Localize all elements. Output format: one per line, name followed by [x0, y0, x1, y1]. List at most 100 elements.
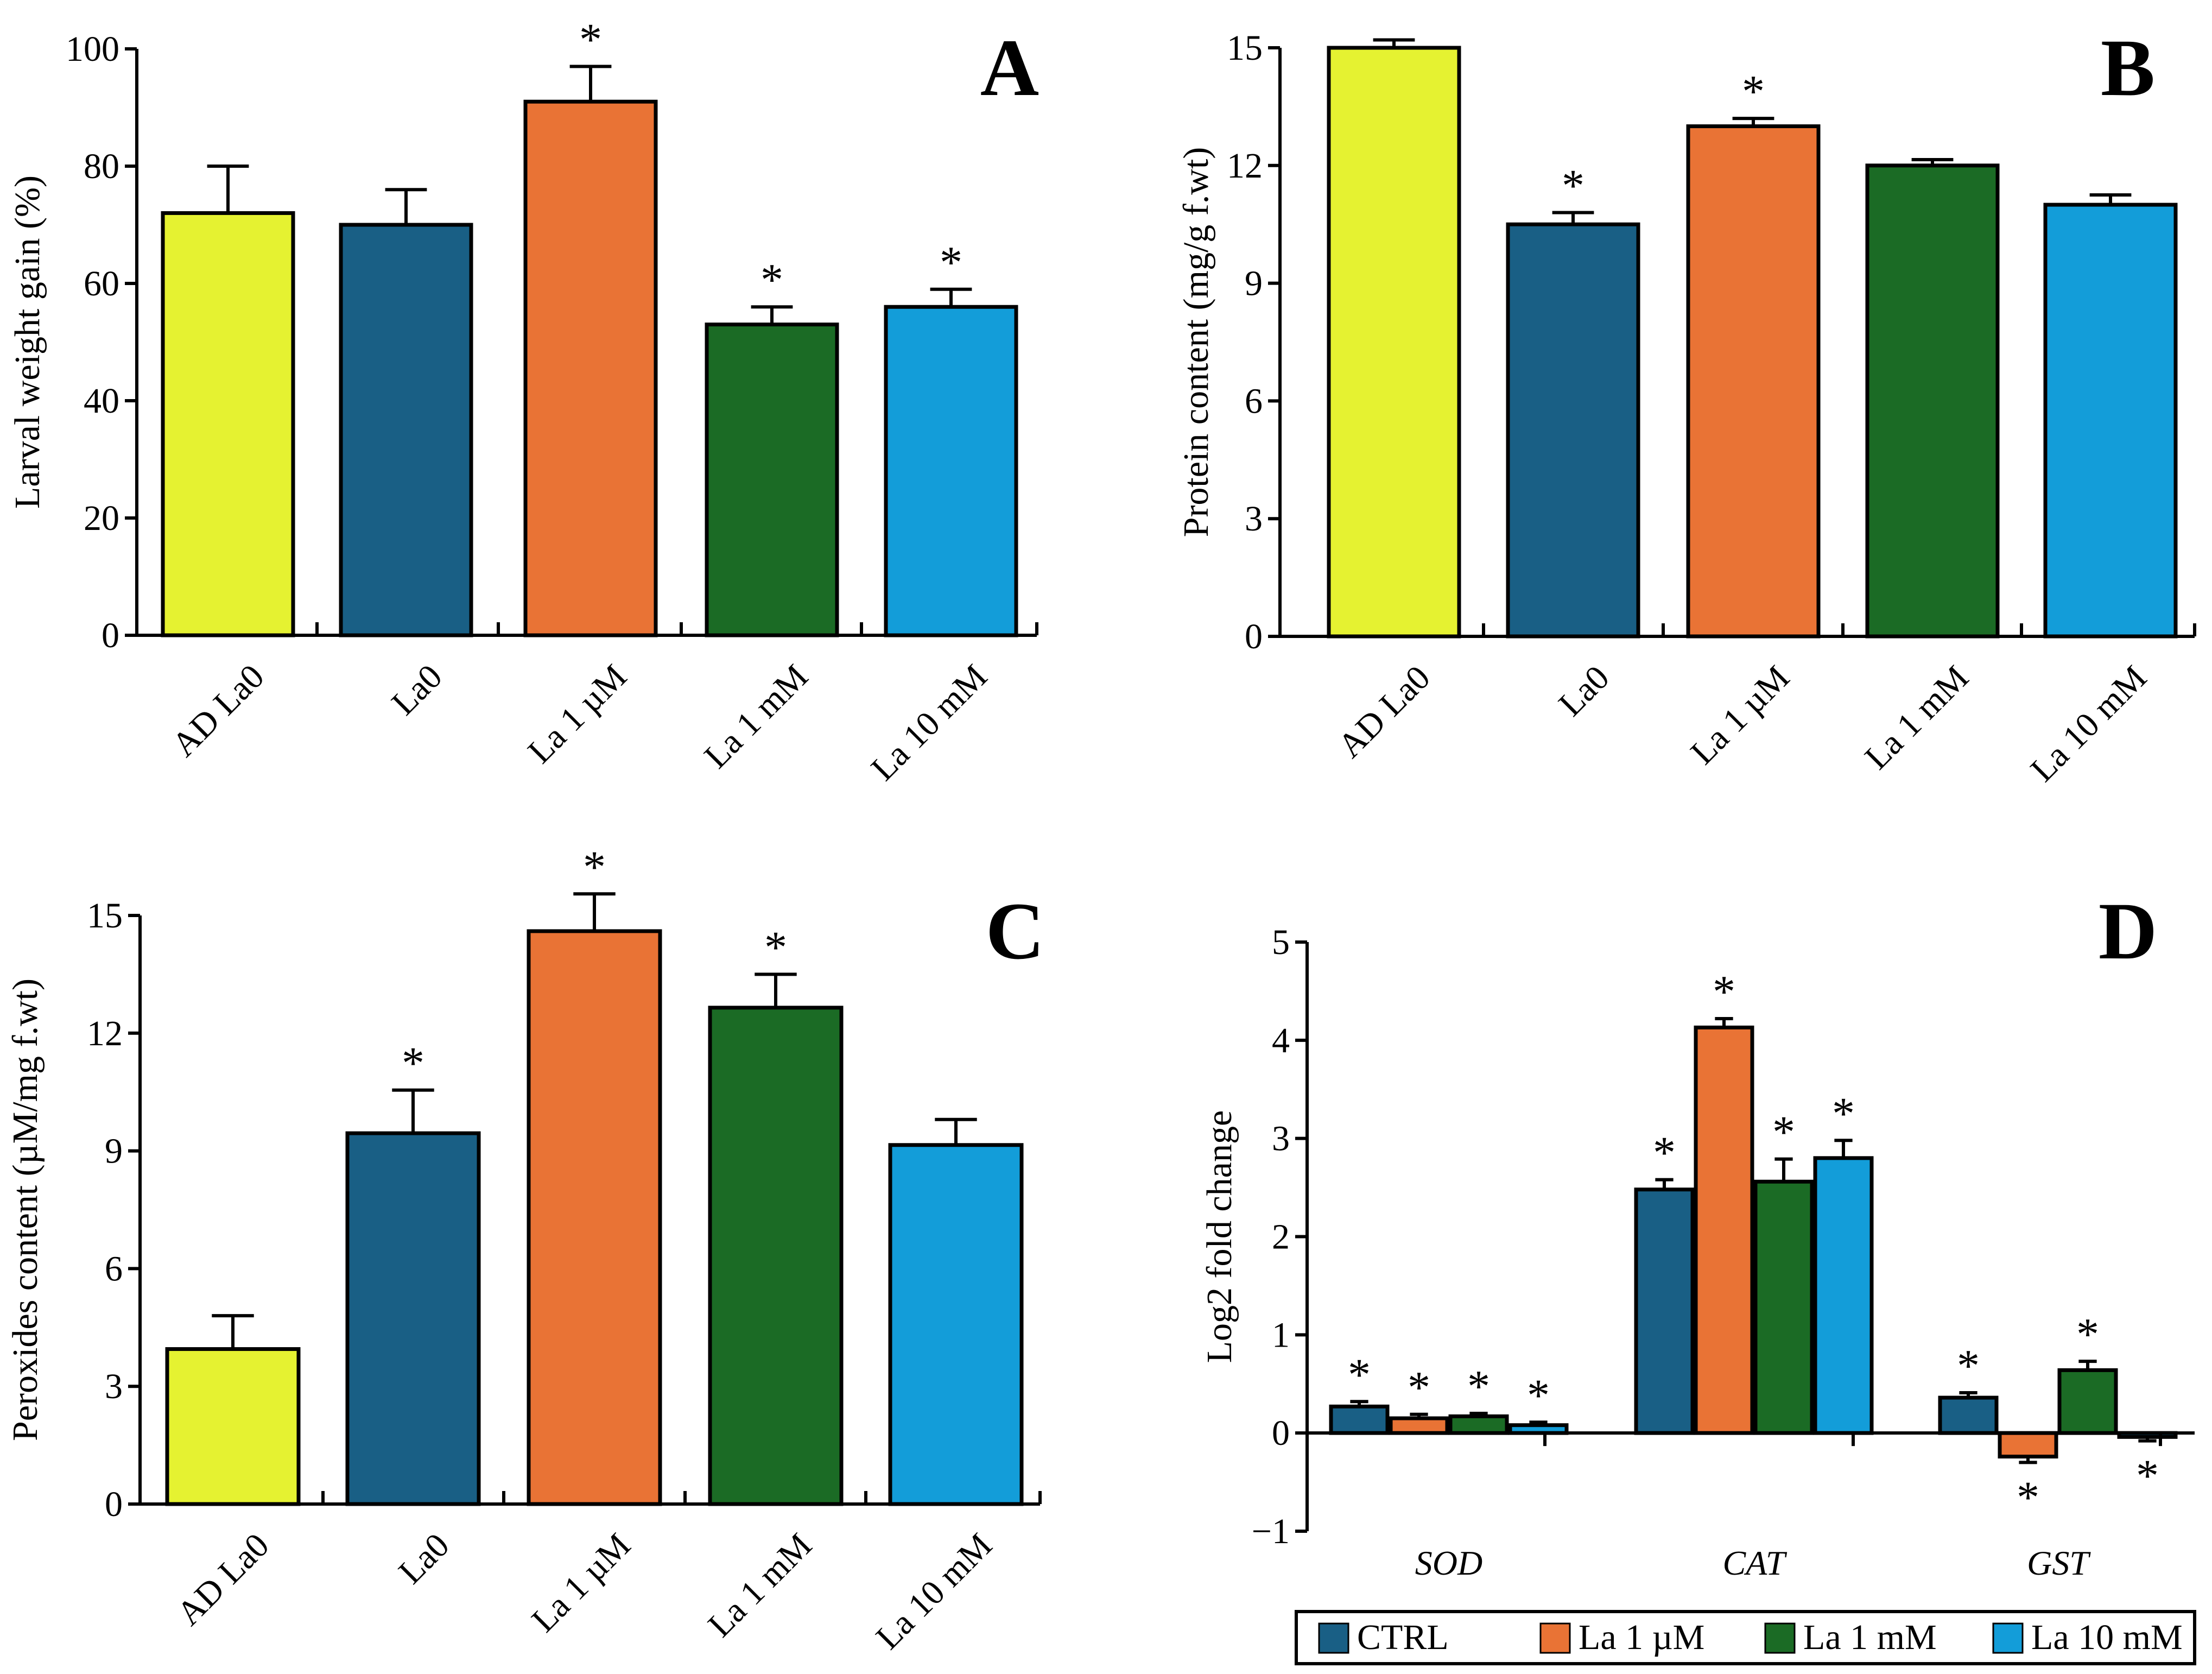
y-tick-label: 9	[1245, 264, 1263, 304]
bar	[1329, 1404, 1390, 1435]
y-tick-label: 80	[84, 147, 119, 186]
bar	[884, 305, 1018, 637]
significance-star: *	[579, 14, 602, 65]
y-tick-label: 12	[87, 1014, 123, 1053]
significance-star: *	[1742, 66, 1765, 117]
significance-star: *	[1562, 161, 1584, 211]
y-tick-label: 5	[1272, 923, 1290, 962]
y-tick-label: 15	[1227, 28, 1263, 68]
significance-star: *	[1772, 1107, 1795, 1158]
y-tick-label: 3	[105, 1367, 123, 1406]
bar	[523, 99, 658, 637]
legend-label: La 10 mM	[2031, 1618, 2183, 1657]
significance-star: *	[940, 237, 962, 288]
y-tick-label: 40	[84, 381, 119, 421]
significance-star: *	[2076, 1309, 2099, 1360]
significance-star: *	[2017, 1472, 2039, 1523]
y-axis-label: Peroxides content (µM/mg f.wt)	[5, 978, 45, 1441]
bar	[1938, 1395, 1999, 1435]
y-tick-label: 0	[1245, 617, 1263, 656]
category-label: CAT	[1723, 1544, 1788, 1582]
bar	[708, 1006, 844, 1506]
bar	[1389, 1416, 1449, 1435]
significance-star: *	[1832, 1088, 1855, 1139]
chart-panel-d: −1 0 1 2 3 4 5 Log2 fold change D * * * * SOD * * * * CAT *…	[1200, 886, 2196, 1665]
category-label: La 1 µM	[520, 657, 634, 771]
y-tick-label: 15	[87, 896, 123, 936]
bar	[888, 1143, 1024, 1506]
legend-swatch	[1318, 1622, 1349, 1654]
bar	[2043, 203, 2178, 639]
significance-star: *	[1653, 1128, 1676, 1178]
bar	[1448, 1414, 1509, 1435]
panel-letter: C	[986, 886, 1044, 976]
category-label: La 1 µM	[524, 1526, 638, 1640]
y-tick-label: 1	[1272, 1315, 1290, 1355]
y-tick-label: 3	[1245, 499, 1263, 539]
category-label: La 10 mM	[2023, 658, 2154, 789]
bar	[1998, 1431, 2058, 1459]
significance-star: *	[760, 255, 783, 305]
bar	[339, 223, 473, 637]
category-label: La 1 mM	[700, 1526, 819, 1645]
category-label: La 1 µM	[1683, 658, 1797, 772]
bar	[1865, 163, 2000, 639]
bar	[705, 323, 839, 637]
bar	[345, 1131, 481, 1506]
bar	[1327, 46, 1461, 639]
y-tick-label: 4	[1272, 1021, 1290, 1060]
category-label: La 1 mM	[696, 657, 815, 776]
legend-box	[1295, 1610, 2196, 1665]
legend-label: La 1 µM	[1579, 1618, 1704, 1657]
y-tick-label: 60	[84, 264, 119, 304]
panel-letter: B	[2101, 23, 2155, 113]
significance-star: *	[764, 922, 787, 972]
bar	[1506, 222, 1640, 639]
y-tick-label: 6	[1245, 381, 1263, 421]
legend-swatch	[1539, 1622, 1571, 1654]
y-tick-label: 0	[102, 616, 119, 655]
chart-panel-a: 0 20 40 60 80 100 Larval weight gain (%) A * * * AD…	[8, 14, 1039, 788]
category-label: La0	[1551, 658, 1617, 724]
bar	[161, 211, 295, 637]
legend: CTRL La 1 µM La 1 mM La 10 mM	[1295, 1610, 2196, 1665]
y-tick-label: −1	[1252, 1512, 1290, 1551]
bar	[1686, 124, 1821, 639]
legend-label: La 1 mM	[1803, 1618, 1937, 1657]
legend-swatch	[1764, 1622, 1796, 1654]
chart-panel-b: 0 3 6 9 12 15 Protein content (mg/g f.wt) B * * AD…	[1176, 23, 2196, 789]
y-axis-label: Protein content (mg/g f.wt)	[1176, 147, 1216, 538]
legend-label: CTRL	[1357, 1618, 1449, 1657]
significance-star: *	[1527, 1370, 1550, 1420]
bar	[2057, 1368, 2118, 1435]
bar	[1753, 1179, 1814, 1435]
y-tick-label: 9	[105, 1132, 123, 1171]
y-tick-label: 0	[105, 1485, 123, 1524]
y-tick-label: 6	[105, 1249, 123, 1288]
category-label: AD La0	[169, 1526, 276, 1633]
bar	[165, 1347, 301, 1506]
y-tick-label: 12	[1227, 146, 1263, 186]
significance-star: *	[1467, 1361, 1490, 1412]
significance-star: *	[583, 842, 606, 892]
bar	[1694, 1025, 1754, 1435]
significance-star: *	[1348, 1349, 1371, 1400]
category-label: SOD	[1415, 1544, 1482, 1582]
y-axis-label: Log2 fold change	[1200, 1110, 1239, 1363]
category-label: La0	[391, 1526, 457, 1591]
bar	[2117, 1431, 2178, 1439]
chart-panel-c: 0 3 6 9 12 15 Peroxides content (µM/mg f.wt) C *…	[5, 842, 1044, 1657]
significance-star: *	[1957, 1341, 1980, 1391]
bar	[1813, 1156, 1874, 1435]
category-label: AD La0	[164, 657, 271, 764]
bar	[1634, 1187, 1695, 1435]
bar	[1508, 1423, 1569, 1435]
bar	[527, 929, 662, 1506]
y-tick-label: 0	[1272, 1413, 1290, 1453]
legend-swatch	[1992, 1622, 2024, 1654]
significance-star: *	[2136, 1451, 2159, 1501]
category-label: AD La0	[1330, 658, 1437, 765]
y-axis-label: Larval weight gain (%)	[8, 175, 47, 509]
panel-letter: A	[980, 23, 1039, 113]
